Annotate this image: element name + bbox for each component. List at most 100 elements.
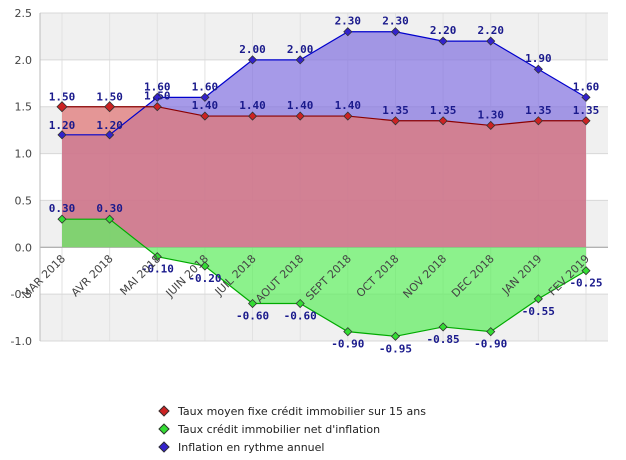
data-label: -0.55 <box>522 305 555 318</box>
data-point <box>343 27 353 37</box>
data-point <box>152 252 162 262</box>
data-label: 0.30 <box>49 202 76 215</box>
data-label: 1.50 <box>49 91 76 104</box>
data-point <box>295 298 305 309</box>
data-point <box>200 92 210 102</box>
data-label: 1.35 <box>573 104 600 117</box>
data-point <box>533 64 543 74</box>
data-point <box>152 92 162 102</box>
series-lines <box>62 31 587 337</box>
data-point <box>343 111 353 121</box>
data-label: 1.20 <box>49 119 76 132</box>
legend: Taux moyen fixe crédit immobilier sur 15… <box>158 402 426 456</box>
legend-item-fixed-rate[interactable]: Taux moyen fixe crédit immobilier sur 15… <box>158 402 426 420</box>
data-label: 2.30 <box>382 15 409 28</box>
data-labels: 1.20 1.20 1.60 1.60 2.00 2.00 2.30 2.30 2.20 2.20… <box>49 15 603 356</box>
data-label: 1.50 <box>144 90 171 103</box>
data-point <box>247 55 258 65</box>
data-point <box>533 294 543 304</box>
y-tick-label: 1.0 <box>15 148 33 161</box>
legend-item-inflation[interactable]: Inflation en rythme annuel <box>158 438 426 456</box>
data-point <box>105 214 115 224</box>
data-point <box>57 214 67 224</box>
data-label: -0.10 <box>141 263 174 276</box>
y-tick-label: 2.0 <box>15 54 33 67</box>
legend-label: Inflation en rythme annuel <box>178 440 325 454</box>
legend-marker-diamond-icon <box>158 405 170 417</box>
series-area <box>62 219 586 337</box>
data-label: 0.30 <box>96 202 123 215</box>
data-point <box>390 116 401 126</box>
data-point <box>486 327 496 337</box>
data-label: 1.50 <box>96 91 123 104</box>
data-point <box>581 92 591 102</box>
legend-item-net-rate[interactable]: Taux crédit immobilier net d'inflation <box>158 420 426 438</box>
data-label: 1.60 <box>144 80 171 93</box>
data-label: -0.85 <box>427 333 460 346</box>
data-label: 1.40 <box>192 99 219 112</box>
y-tick-label: 0.0 <box>15 241 33 254</box>
area-chart: -1.0-0.50.00.51.01.52.02.5 1.20 1.201.60 1… <box>11 7 608 356</box>
data-point <box>486 36 496 46</box>
data-point <box>438 36 448 46</box>
data-label: 1.35 <box>430 104 457 117</box>
legend-label: Taux crédit immobilier net d'inflation <box>178 422 381 436</box>
data-point <box>200 111 210 121</box>
y-tick-label: -1.0 <box>11 335 32 348</box>
data-point <box>295 111 305 121</box>
data-label: 1.40 <box>239 99 266 112</box>
data-point <box>581 116 591 126</box>
y-tick-label: 0.5 <box>15 194 33 207</box>
data-point <box>486 120 496 131</box>
data-label: -0.95 <box>379 342 412 355</box>
data-label: 1.60 <box>573 80 600 93</box>
data-label: 2.30 <box>335 15 362 28</box>
data-label: -0.90 <box>474 338 507 351</box>
data-label: 1.40 <box>287 99 314 112</box>
data-point <box>152 102 162 112</box>
legend-label: Taux moyen fixe crédit immobilier sur 15… <box>178 404 426 418</box>
data-label: -0.20 <box>188 272 221 285</box>
series-areas <box>62 31 586 337</box>
data-label: -0.60 <box>236 310 269 323</box>
data-point <box>390 331 401 341</box>
series-line <box>62 218 587 337</box>
series-line <box>62 106 586 127</box>
data-point <box>438 322 448 332</box>
data-label: -0.60 <box>284 310 317 323</box>
legend-marker-diamond-icon <box>158 441 170 453</box>
data-point <box>581 266 591 276</box>
series-markers <box>56 27 591 341</box>
data-label: 1.35 <box>382 104 409 117</box>
series-line <box>62 31 587 136</box>
data-label: 1.40 <box>335 99 362 112</box>
data-point <box>533 116 543 126</box>
data-label: 1.35 <box>525 104 552 117</box>
data-point <box>247 298 258 309</box>
data-label: 1.20 <box>96 119 123 132</box>
data-label: 2.00 <box>239 43 266 56</box>
y-tick-label: -0.5 <box>11 288 32 301</box>
data-label: 2.20 <box>430 24 457 37</box>
data-label: -0.25 <box>569 277 602 290</box>
x-tick-label: AVR 2018 <box>69 252 116 299</box>
data-point <box>57 130 67 140</box>
y-tick-label: 1.5 <box>15 101 33 114</box>
data-label: 2.00 <box>287 43 314 56</box>
data-label: -0.90 <box>331 338 364 351</box>
series-area <box>62 106 586 248</box>
data-label: 2.20 <box>477 24 504 37</box>
data-point <box>105 130 115 140</box>
y-tick-label: 2.5 <box>15 7 33 20</box>
data-point <box>343 327 353 337</box>
data-label: 1.60 <box>192 80 219 93</box>
data-point <box>56 101 68 113</box>
data-point <box>295 55 305 65</box>
data-label: 1.90 <box>525 52 552 65</box>
data-point <box>390 27 401 37</box>
data-point <box>200 261 210 271</box>
data-point <box>104 101 116 113</box>
data-label: 1.30 <box>477 108 504 121</box>
data-point <box>438 116 448 126</box>
legend-marker-diamond-icon <box>158 423 170 435</box>
